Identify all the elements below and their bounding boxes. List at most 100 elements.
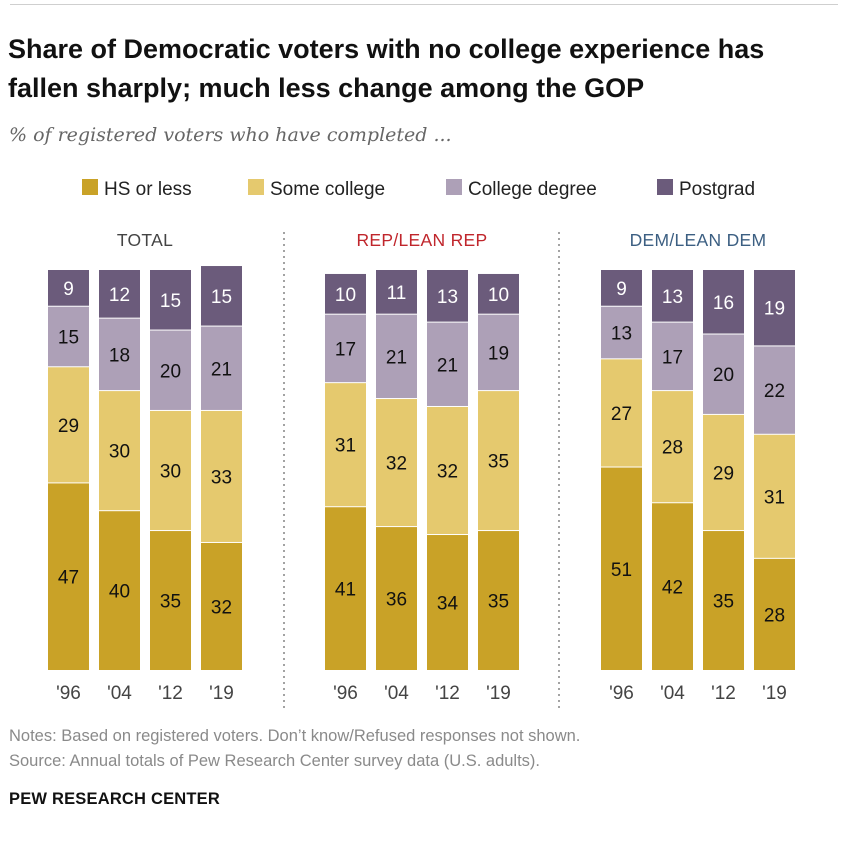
x-tick-total-12: '12 — [158, 683, 183, 704]
top-rule — [10, 4, 838, 5]
data-label-rep-lean-rep-04-college-degree: 21 — [386, 347, 407, 368]
data-label-total-04-postgrad: 12 — [109, 285, 130, 306]
bar-segment-dem-lean-dem-96-postgrad — [601, 270, 642, 306]
data-label-dem-lean-dem-12-postgrad: 16 — [713, 293, 734, 314]
bar-segment-total-19-college-degree — [201, 326, 242, 410]
data-label-rep-lean-rep-04-some-college: 32 — [386, 454, 407, 475]
data-label-dem-lean-dem-12-some-college: 29 — [713, 463, 734, 484]
bar-segment-total-96-hs-or-less — [48, 483, 89, 670]
bar-segment-dem-lean-dem-19-hs-or-less — [754, 558, 795, 670]
bar-segment-rep-lean-rep-96-hs-or-less — [325, 507, 366, 670]
bar-segment-rep-lean-rep-19-some-college — [478, 391, 519, 531]
data-label-total-96-postgrad: 9 — [63, 279, 74, 300]
bar-segment-total-96-postgrad — [48, 270, 89, 306]
bar-segment-rep-lean-rep-12-postgrad — [427, 270, 468, 322]
legend-label-hs-or-less: HS or less — [104, 179, 192, 200]
bar-segment-dem-lean-dem-04-some-college — [652, 391, 693, 503]
bar-segment-rep-lean-rep-12-college-degree — [427, 322, 468, 406]
legend-swatch-some-college — [248, 179, 264, 195]
data-label-rep-lean-rep-12-hs-or-less: 34 — [437, 594, 459, 615]
data-label-total-12-college-degree: 20 — [160, 361, 181, 382]
panel-label-dem-lean-dem: DEM/LEAN DEM — [630, 230, 767, 250]
data-label-total-19-college-degree: 21 — [211, 359, 232, 380]
bar-segment-total-96-college-degree — [48, 306, 89, 367]
bar-segment-rep-lean-rep-96-college-degree — [325, 314, 366, 383]
data-label-rep-lean-rep-12-postgrad: 13 — [437, 287, 458, 308]
legend-swatch-postgrad — [657, 179, 673, 195]
data-label-dem-lean-dem-96-some-college: 27 — [611, 404, 632, 425]
data-label-total-04-hs-or-less: 40 — [109, 582, 130, 603]
data-label-total-96-college-degree: 15 — [58, 328, 79, 349]
notes-text: Notes: Based on registered voters. Don’t… — [9, 727, 581, 745]
legend-label-postgrad: Postgrad — [679, 179, 755, 200]
data-label-dem-lean-dem-04-postgrad: 13 — [662, 287, 683, 308]
data-label-rep-lean-rep-04-postgrad: 11 — [387, 283, 407, 304]
stacked-bar-chart: HS or less Some college College degree Post… — [48, 179, 795, 708]
bar-segment-rep-lean-rep-19-college-degree — [478, 314, 519, 391]
data-label-dem-lean-dem-19-some-college: 31 — [764, 487, 785, 508]
data-label-dem-lean-dem-19-hs-or-less: 28 — [764, 605, 785, 626]
chart-notes: Notes: Based on registered voters. Don’t… — [9, 724, 580, 774]
data-label-dem-lean-dem-19-college-degree: 22 — [764, 381, 785, 402]
bar-segment-dem-lean-dem-04-postgrad — [652, 270, 693, 322]
data-label-rep-lean-rep-04-hs-or-less: 36 — [386, 590, 407, 611]
bar-segment-total-04-postgrad — [99, 270, 140, 318]
legend-swatch-college-degree — [446, 179, 462, 195]
legend-label-some-college: Some college — [270, 179, 385, 200]
bar-segment-dem-lean-dem-12-some-college — [703, 414, 744, 531]
data-label-rep-lean-rep-19-some-college: 35 — [488, 452, 509, 473]
data-label-total-19-some-college: 33 — [211, 467, 232, 488]
x-tick-rep-lean-rep-19: '19 — [486, 683, 511, 704]
chart-title: Share of Democratic voters with no colle… — [8, 34, 765, 103]
data-label-total-12-postgrad: 15 — [160, 291, 181, 312]
x-tick-total-04: '04 — [107, 683, 132, 704]
bar-segment-dem-lean-dem-19-college-degree — [754, 346, 795, 434]
bar-segment-total-04-hs-or-less — [99, 511, 140, 670]
bar-segment-rep-lean-rep-19-hs-or-less — [478, 531, 519, 670]
data-label-dem-lean-dem-12-hs-or-less: 35 — [713, 592, 734, 613]
data-label-total-19-hs-or-less: 32 — [211, 597, 232, 618]
bar-segment-dem-lean-dem-12-hs-or-less — [703, 531, 744, 670]
bar-segment-rep-lean-rep-04-postgrad — [376, 270, 417, 314]
data-label-rep-lean-rep-96-postgrad: 10 — [335, 285, 356, 306]
bar-segment-dem-lean-dem-96-hs-or-less — [601, 467, 642, 670]
legend-label-college-degree: College degree — [468, 179, 597, 200]
x-tick-rep-lean-rep-96: '96 — [333, 683, 358, 704]
bar-segment-dem-lean-dem-04-hs-or-less — [652, 503, 693, 670]
source-text: Source: Annual totals of Pew Research Ce… — [9, 752, 541, 770]
bar-segment-dem-lean-dem-96-some-college — [601, 359, 642, 467]
bar-segment-dem-lean-dem-19-postgrad — [754, 270, 795, 346]
x-tick-dem-lean-dem-19: '19 — [762, 683, 787, 704]
data-label-dem-lean-dem-04-college-degree: 17 — [662, 347, 683, 368]
data-label-dem-lean-dem-96-postgrad: 9 — [616, 279, 627, 300]
bar-segment-total-19-some-college — [201, 410, 242, 542]
data-label-rep-lean-rep-19-hs-or-less: 35 — [488, 592, 509, 613]
data-label-dem-lean-dem-96-college-degree: 13 — [611, 324, 632, 345]
data-label-total-04-some-college: 30 — [109, 442, 130, 463]
bar-segment-total-12-postgrad — [150, 270, 191, 330]
bar-segment-dem-lean-dem-04-college-degree — [652, 322, 693, 391]
x-tick-total-19: '19 — [209, 683, 234, 704]
data-label-total-04-college-degree: 18 — [109, 345, 130, 366]
bar-segment-dem-lean-dem-19-some-college — [754, 434, 795, 558]
data-label-rep-lean-rep-12-college-degree: 21 — [437, 355, 458, 376]
data-label-total-12-hs-or-less: 35 — [160, 592, 181, 613]
data-label-dem-lean-dem-12-college-degree: 20 — [713, 365, 734, 386]
bar-segment-dem-lean-dem-96-college-degree — [601, 306, 642, 359]
data-label-rep-lean-rep-96-college-degree: 17 — [335, 339, 356, 360]
bar-segment-total-04-college-degree — [99, 318, 140, 391]
data-label-rep-lean-rep-96-some-college: 31 — [335, 436, 356, 457]
bar-segment-total-96-some-college — [48, 367, 89, 483]
data-label-dem-lean-dem-04-some-college: 28 — [662, 438, 683, 459]
bar-segment-total-12-college-degree — [150, 330, 191, 410]
data-label-rep-lean-rep-19-college-degree: 19 — [488, 343, 509, 364]
x-tick-dem-lean-dem-04: '04 — [660, 683, 685, 704]
data-label-total-96-some-college: 29 — [58, 416, 79, 437]
bar-segment-rep-lean-rep-19-postgrad — [478, 273, 519, 314]
data-label-rep-lean-rep-12-some-college: 32 — [437, 462, 458, 483]
chart-subtitle: % of registered voters who have complete… — [9, 124, 452, 146]
x-tick-dem-lean-dem-12: '12 — [711, 683, 736, 704]
legend-swatch-hs-or-less — [82, 179, 98, 195]
panel-label-rep-lean-rep: REP/LEAN REP — [356, 230, 487, 250]
bar-segment-rep-lean-rep-12-hs-or-less — [427, 535, 468, 670]
